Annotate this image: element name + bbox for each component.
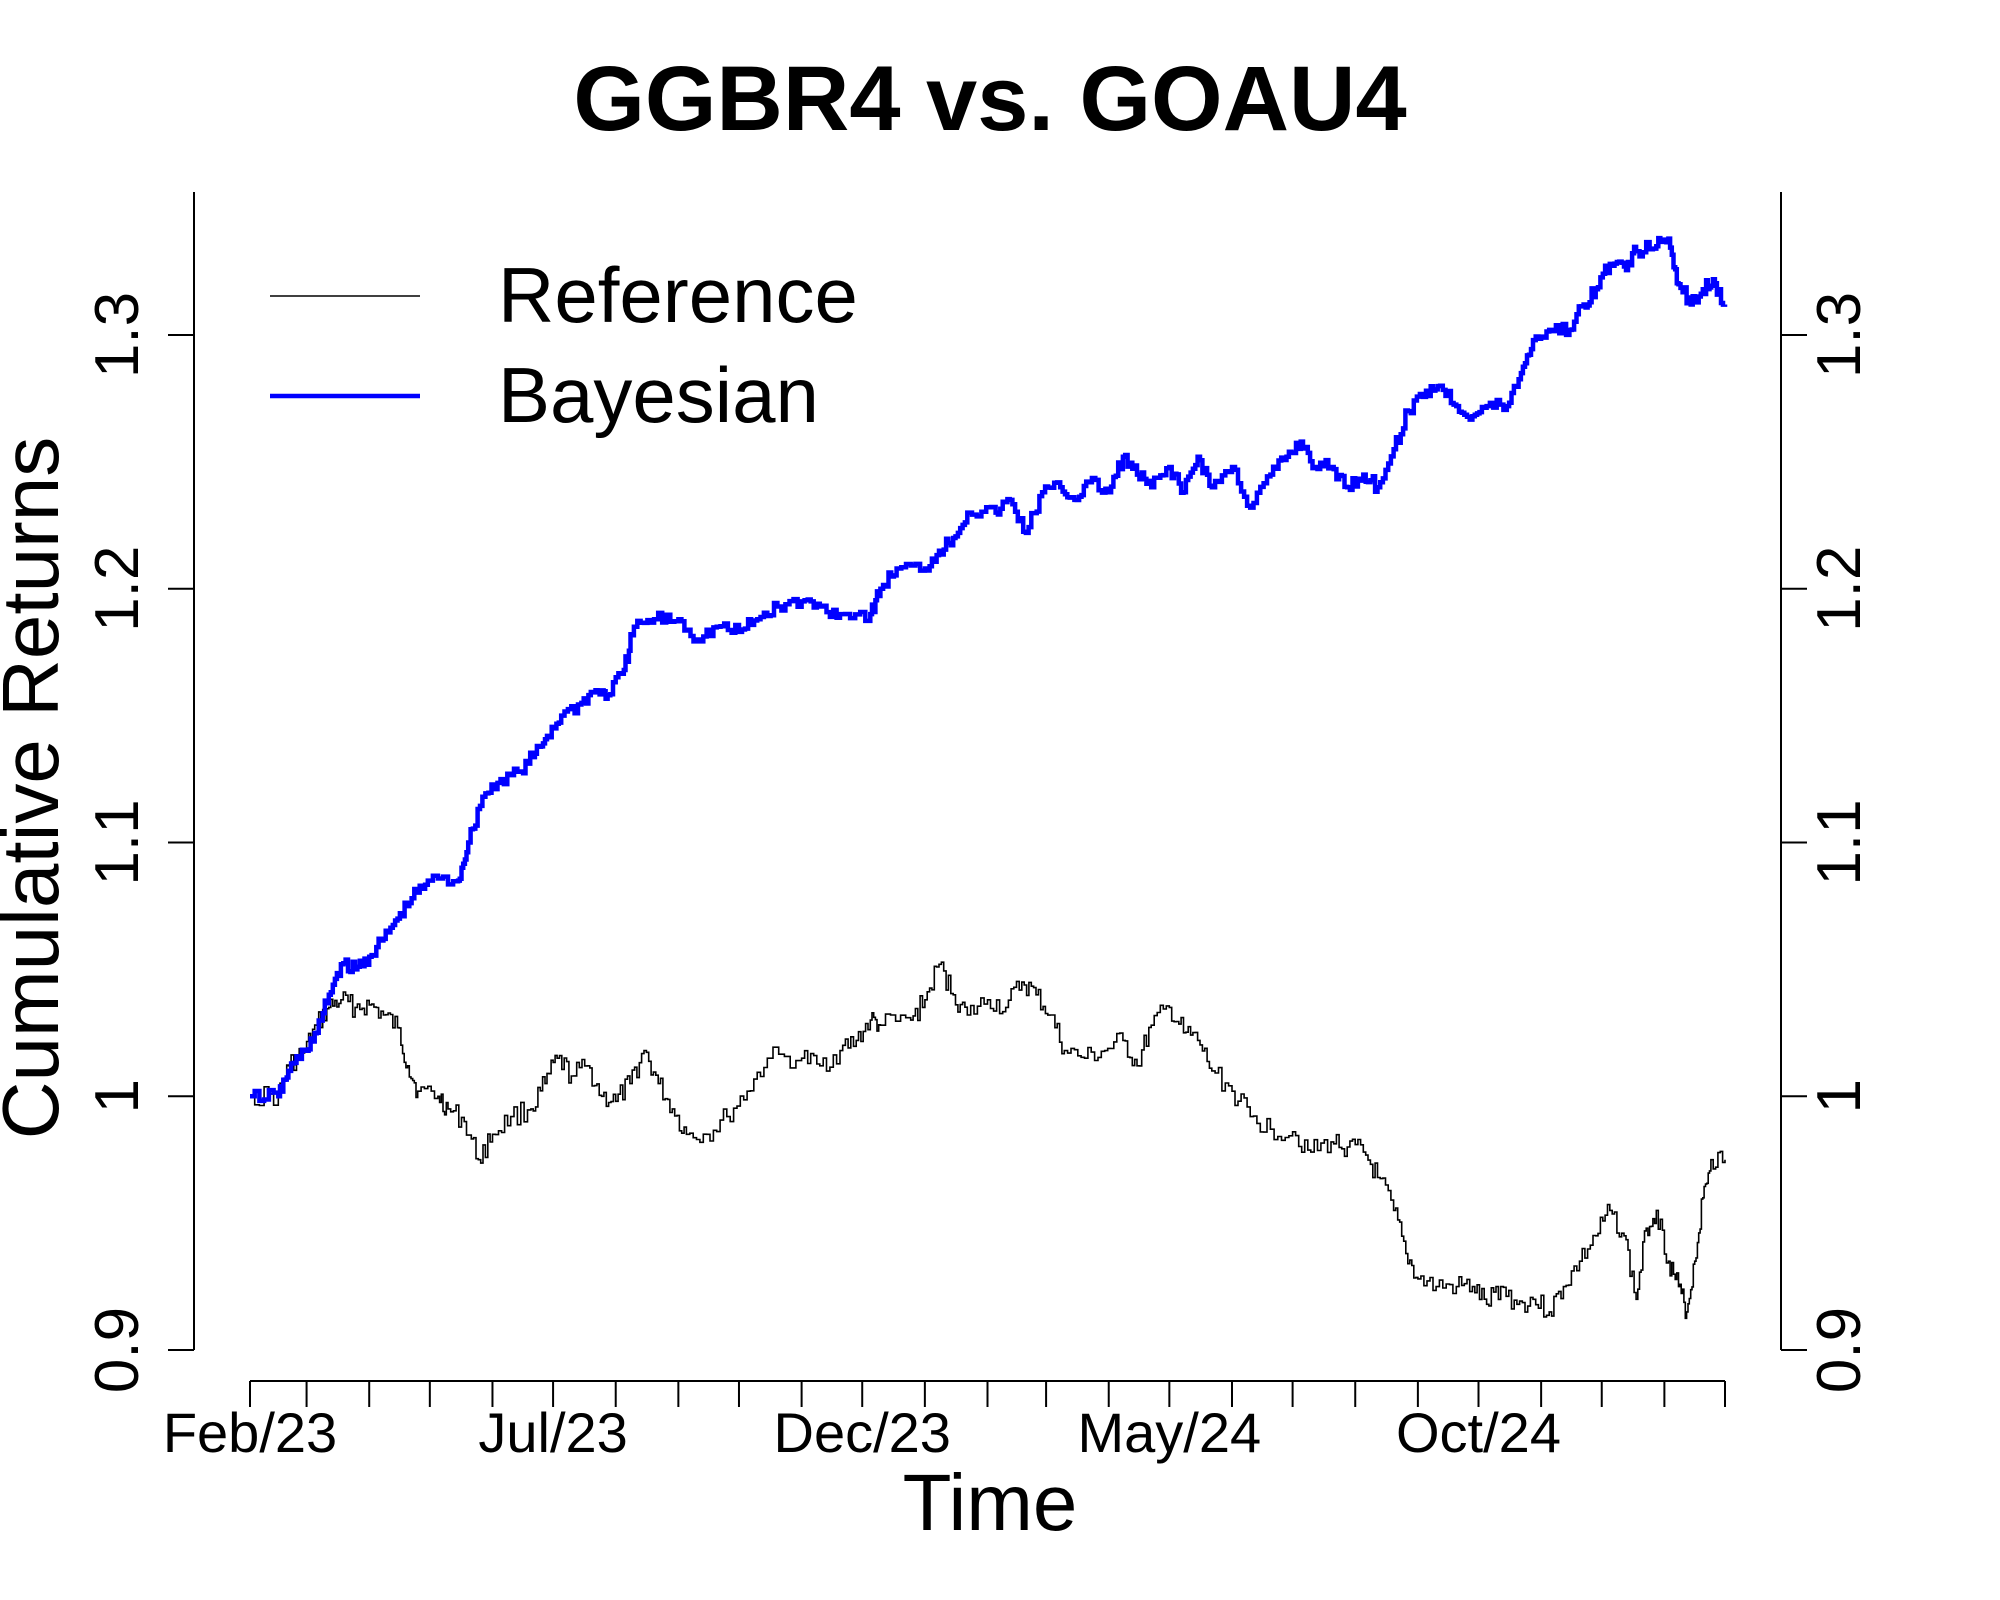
y-tick-label-right: 0.9 bbox=[1805, 1307, 1874, 1393]
x-tick-label: Jul/23 bbox=[478, 1401, 627, 1464]
series-line-bayesian bbox=[250, 235, 1728, 1104]
y-tick-label-left: 1.2 bbox=[83, 546, 152, 632]
x-tick-label: May/24 bbox=[1078, 1401, 1262, 1464]
series-line-reference bbox=[250, 961, 1726, 1320]
chart-title: GGBR4 vs. GOAU4 bbox=[573, 48, 1406, 150]
x-axis-label: Time bbox=[903, 1458, 1078, 1547]
legend: Reference Bayesian bbox=[270, 251, 858, 439]
y-axis-right: 0.9 1 1.1 1.2 1.3 bbox=[1780, 192, 1874, 1393]
x-axis: Feb/23 Jul/23 Dec/23 May/24 Oct/24 bbox=[163, 1380, 1726, 1464]
y-tick-label-left: 1.1 bbox=[83, 799, 152, 885]
x-tick-label: Oct/24 bbox=[1396, 1401, 1561, 1464]
y-axis-left: 0.9 1 1.1 1.2 1.3 bbox=[83, 192, 195, 1393]
y-tick-label-right: 1.2 bbox=[1805, 546, 1874, 632]
y-tick-label-left: 1 bbox=[83, 1079, 152, 1113]
x-tick-label: Feb/23 bbox=[163, 1401, 337, 1464]
legend-label-reference: Reference bbox=[498, 251, 858, 339]
x-tick-label: Dec/23 bbox=[774, 1401, 951, 1464]
y-tick-label-left: 0.9 bbox=[83, 1307, 152, 1393]
y-tick-label-left: 1.3 bbox=[83, 292, 152, 378]
y-tick-label-right: 1 bbox=[1805, 1079, 1874, 1113]
y-tick-label-right: 1.3 bbox=[1805, 292, 1874, 378]
legend-label-bayesian: Bayesian bbox=[498, 351, 819, 439]
y-tick-label-right: 1.1 bbox=[1805, 799, 1874, 885]
y-axis-label: Cumulative Returns bbox=[0, 437, 75, 1140]
series-layer bbox=[250, 235, 1728, 1320]
